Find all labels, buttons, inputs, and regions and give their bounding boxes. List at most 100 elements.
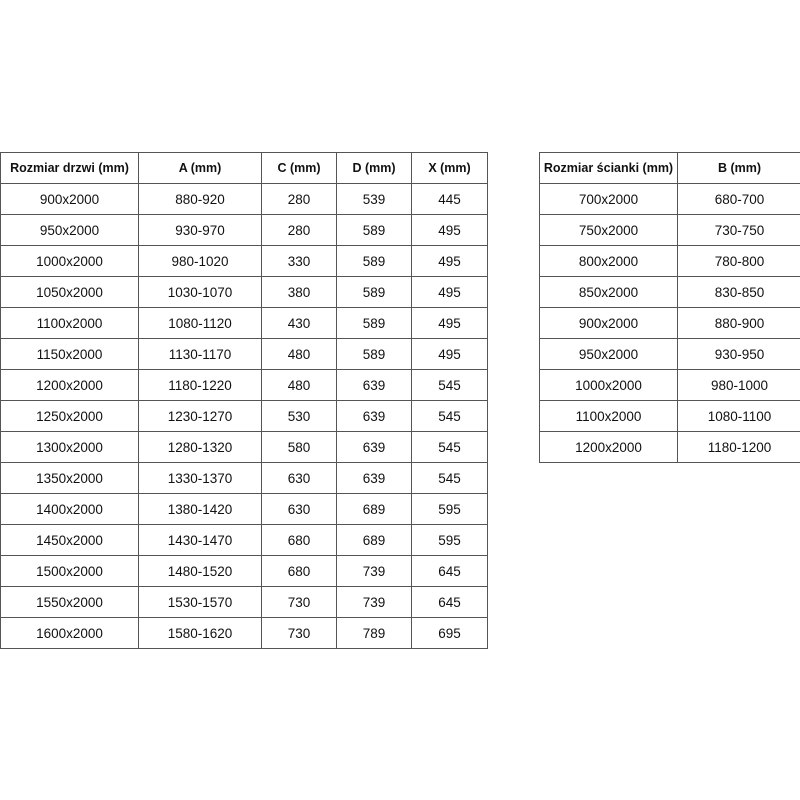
wall-size-table: Rozmiar ścianki (mm) B (mm) 700x2000 680-7… xyxy=(539,152,800,463)
table-row: 1050x2000 1030-1070 380 589 495 xyxy=(0,276,488,308)
table-cell: 495 xyxy=(411,338,488,370)
table-row: 750x2000 730-750 xyxy=(539,214,800,246)
table-cell: 1130-1170 xyxy=(138,338,262,370)
table-cell: 1030-1070 xyxy=(138,276,262,308)
table-cell: 1200x2000 xyxy=(0,369,139,401)
table-row: 1400x2000 1380-1420 630 689 595 xyxy=(0,493,488,525)
column-header: Rozmiar drzwi (mm) xyxy=(0,152,139,184)
table-cell: 739 xyxy=(336,586,412,618)
table-cell: 780-800 xyxy=(677,245,800,277)
table-cell: 545 xyxy=(411,462,488,494)
table-header-row: Rozmiar drzwi (mm) A (mm) C (mm) D (mm) X (m… xyxy=(0,152,488,184)
table-cell: 1000x2000 xyxy=(539,369,678,401)
table-row: 1250x2000 1230-1270 530 639 545 xyxy=(0,400,488,432)
table-cell: 1180-1200 xyxy=(677,431,800,463)
table-cell: 430 xyxy=(261,307,337,339)
table-cell: 1350x2000 xyxy=(0,462,139,494)
table-cell: 1280-1320 xyxy=(138,431,262,463)
table-cell: 595 xyxy=(411,493,488,525)
table-cell: 1100x2000 xyxy=(539,400,678,432)
table-cell: 480 xyxy=(261,369,337,401)
door-size-table: Rozmiar drzwi (mm) A (mm) C (mm) D (mm) X (m… xyxy=(0,152,488,649)
table-cell: 680 xyxy=(261,524,337,556)
table-cell: 900x2000 xyxy=(0,183,139,215)
column-header: A (mm) xyxy=(138,152,262,184)
table-cell: 730 xyxy=(261,586,337,618)
table-cell: 950x2000 xyxy=(0,214,139,246)
table-row: 1000x2000 980-1000 xyxy=(539,369,800,401)
table-cell: 1100x2000 xyxy=(0,307,139,339)
table-cell: 630 xyxy=(261,462,337,494)
table-row: 1200x2000 1180-1200 xyxy=(539,431,800,463)
table-cell: 680-700 xyxy=(677,183,800,215)
table-cell: 1050x2000 xyxy=(0,276,139,308)
table-cell: 980-1000 xyxy=(677,369,800,401)
table-cell: 630 xyxy=(261,493,337,525)
table-row: 700x2000 680-700 xyxy=(539,183,800,215)
table-cell: 1250x2000 xyxy=(0,400,139,432)
table-row: 1150x2000 1130-1170 480 589 495 xyxy=(0,338,488,370)
table-row: 1200x2000 1180-1220 480 639 545 xyxy=(0,369,488,401)
table-row: 1000x2000 980-1020 330 589 495 xyxy=(0,245,488,277)
table-cell: 980-1020 xyxy=(138,245,262,277)
table-cell: 330 xyxy=(261,245,337,277)
table-cell: 495 xyxy=(411,276,488,308)
table-cell: 589 xyxy=(336,276,412,308)
table-cell: 900x2000 xyxy=(539,307,678,339)
table-cell: 545 xyxy=(411,369,488,401)
table-row: 1500x2000 1480-1520 680 739 645 xyxy=(0,555,488,587)
table-cell: 1000x2000 xyxy=(0,245,139,277)
table-cell: 545 xyxy=(411,431,488,463)
table-row: 1450x2000 1430-1470 680 689 595 xyxy=(0,524,488,556)
table-cell: 1150x2000 xyxy=(0,338,139,370)
table-cell: 700x2000 xyxy=(539,183,678,215)
table-cell: 639 xyxy=(336,400,412,432)
table-cell: 689 xyxy=(336,493,412,525)
table-header-row: Rozmiar ścianki (mm) B (mm) xyxy=(539,152,800,184)
table-cell: 950x2000 xyxy=(539,338,678,370)
table-cell: 730-750 xyxy=(677,214,800,246)
table-cell: 530 xyxy=(261,400,337,432)
table-cell: 1300x2000 xyxy=(0,431,139,463)
table-cell: 645 xyxy=(411,555,488,587)
table-row: 900x2000 880-900 xyxy=(539,307,800,339)
table-cell: 1430-1470 xyxy=(138,524,262,556)
table-cell: 1080-1100 xyxy=(677,400,800,432)
table-cell: 1450x2000 xyxy=(0,524,139,556)
column-header: D (mm) xyxy=(336,152,412,184)
table-cell: 830-850 xyxy=(677,276,800,308)
table-cell: 589 xyxy=(336,245,412,277)
table-cell: 280 xyxy=(261,214,337,246)
table-row: 1550x2000 1530-1570 730 739 645 xyxy=(0,586,488,618)
table-cell: 880-920 xyxy=(138,183,262,215)
column-header: X (mm) xyxy=(411,152,488,184)
table-row: 850x2000 830-850 xyxy=(539,276,800,308)
table-cell: 589 xyxy=(336,307,412,339)
table-cell: 539 xyxy=(336,183,412,215)
table-cell: 580 xyxy=(261,431,337,463)
table-row: 800x2000 780-800 xyxy=(539,245,800,277)
table-cell: 1080-1120 xyxy=(138,307,262,339)
table-cell: 1580-1620 xyxy=(138,617,262,649)
table-row: 950x2000 930-950 xyxy=(539,338,800,370)
table-cell: 495 xyxy=(411,214,488,246)
table-row: 950x2000 930-970 280 589 495 xyxy=(0,214,488,246)
table-cell: 589 xyxy=(336,214,412,246)
table-row: 1300x2000 1280-1320 580 639 545 xyxy=(0,431,488,463)
table-cell: 1380-1420 xyxy=(138,493,262,525)
table-cell: 639 xyxy=(336,462,412,494)
table-cell: 1530-1570 xyxy=(138,586,262,618)
table-cell: 1180-1220 xyxy=(138,369,262,401)
table-cell: 850x2000 xyxy=(539,276,678,308)
column-header: Rozmiar ścianki (mm) xyxy=(539,152,678,184)
table-cell: 1550x2000 xyxy=(0,586,139,618)
table-cell: 639 xyxy=(336,431,412,463)
table-cell: 750x2000 xyxy=(539,214,678,246)
table-cell: 680 xyxy=(261,555,337,587)
table-cell: 480 xyxy=(261,338,337,370)
table-cell: 589 xyxy=(336,338,412,370)
table-cell: 1330-1370 xyxy=(138,462,262,494)
table-cell: 1480-1520 xyxy=(138,555,262,587)
table-cell: 800x2000 xyxy=(539,245,678,277)
table-cell: 930-970 xyxy=(138,214,262,246)
